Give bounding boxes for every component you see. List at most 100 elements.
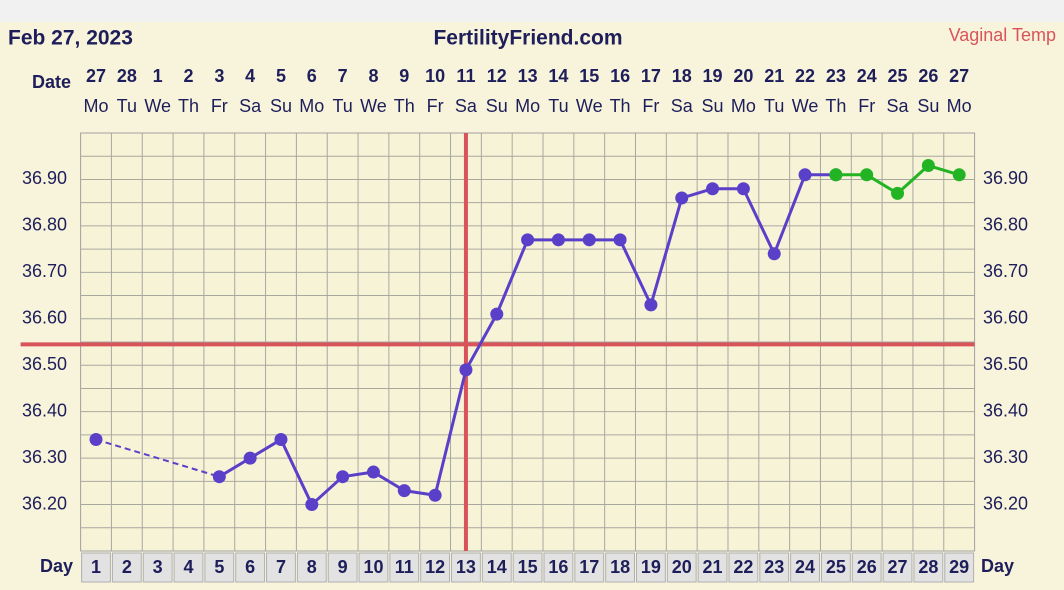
temp-point <box>305 498 319 512</box>
day-cell <box>635 552 666 583</box>
day-cell <box>512 552 543 583</box>
day-cell <box>543 552 574 583</box>
temp-point <box>736 182 750 196</box>
temp-point <box>675 191 689 205</box>
temp-point <box>706 182 720 196</box>
day-number: 13 <box>456 557 476 577</box>
weekday-label: We <box>360 96 387 116</box>
day-cell <box>481 552 512 583</box>
date-label: 14 <box>548 66 568 86</box>
date-label: 15 <box>579 66 599 86</box>
weekday-label: Tu <box>548 96 568 116</box>
day-number: 8 <box>307 557 317 577</box>
day-cell <box>451 552 481 583</box>
day-cell <box>296 552 327 583</box>
date-label: 16 <box>610 66 630 86</box>
y-tick-label: 36.50 <box>22 354 67 374</box>
day-cell <box>111 552 142 583</box>
y-tick-label: 36.70 <box>22 261 67 281</box>
temp-point <box>829 168 843 182</box>
date-label: 3 <box>214 66 224 86</box>
day-number: 22 <box>733 557 753 577</box>
day-cell <box>327 552 358 583</box>
day-number: 1 <box>91 557 101 577</box>
day-number: 9 <box>338 557 348 577</box>
day-cell <box>81 552 111 583</box>
y-tick-label-right: 36.60 <box>983 308 1028 328</box>
day-number: 10 <box>363 557 383 577</box>
day-number: 29 <box>949 557 969 577</box>
weekday-label: Sa <box>671 96 694 116</box>
date-label: 8 <box>368 66 378 86</box>
y-tick-label-right: 36.20 <box>983 493 1028 513</box>
temp-point <box>459 363 473 377</box>
y-tick-label: 36.90 <box>22 168 67 188</box>
date-label: 2 <box>183 66 193 86</box>
weekday-label: Mo <box>84 96 109 116</box>
y-tick-label-right: 36.30 <box>983 447 1028 467</box>
day-number: 4 <box>183 557 193 577</box>
weekday-label: Sa <box>239 96 262 116</box>
y-tick-label-right: 36.40 <box>983 400 1028 420</box>
day-number: 5 <box>214 557 224 577</box>
day-cell <box>266 552 296 583</box>
temp-point <box>366 465 380 479</box>
day-number: 23 <box>764 557 784 577</box>
day-cell <box>820 552 851 583</box>
day-number: 17 <box>579 557 599 577</box>
day-cell <box>574 552 605 583</box>
temp-point <box>613 233 627 247</box>
temp-point <box>860 168 874 182</box>
weekday-label: Th <box>610 96 631 116</box>
date-label: 19 <box>703 66 723 86</box>
day-cell <box>605 552 635 583</box>
weekday-label: Mo <box>947 96 972 116</box>
top-bar <box>0 0 1064 22</box>
y-tick-label: 36.80 <box>22 215 67 235</box>
day-cell <box>882 552 913 583</box>
date-label: 21 <box>764 66 784 86</box>
y-tick-label-right: 36.50 <box>983 354 1028 374</box>
y-tick-label: 36.60 <box>22 308 67 328</box>
weekday-label: Tu <box>117 96 137 116</box>
weekday-label: Fr <box>858 96 875 116</box>
day-cell <box>173 552 204 583</box>
date-label: 27 <box>86 66 106 86</box>
day-number: 11 <box>395 557 414 577</box>
day-cell <box>697 552 728 583</box>
day-cell <box>204 552 235 583</box>
day-number: 14 <box>487 557 507 577</box>
weekday-label: Su <box>702 96 724 116</box>
weekday-label: Tu <box>332 96 352 116</box>
weekday-label: We <box>792 96 819 116</box>
day-cell <box>851 552 882 583</box>
temp-point <box>798 168 812 182</box>
day-number: 27 <box>888 557 908 577</box>
day-number: 24 <box>795 557 815 577</box>
day-cell <box>235 552 266 583</box>
date-label: 5 <box>276 66 286 86</box>
date-label: 20 <box>733 66 753 86</box>
day-cell <box>420 552 451 583</box>
temp-point <box>767 247 781 261</box>
weekday-label: Th <box>394 96 415 116</box>
weekday-label: Th <box>825 96 846 116</box>
weekday-label: Fr <box>211 96 228 116</box>
chart-subtitle: Vaginal Temp <box>949 25 1056 45</box>
temp-point <box>921 159 935 173</box>
date-label: 9 <box>399 66 409 86</box>
weekday-label: Mo <box>731 96 756 116</box>
date-label: 6 <box>307 66 317 86</box>
day-cell <box>728 552 759 583</box>
gap-connector <box>95 438 220 478</box>
temp-point <box>274 433 288 447</box>
day-cell <box>358 552 389 583</box>
y-tick-label-right: 36.90 <box>983 168 1028 188</box>
y-tick-label: 36.30 <box>22 447 67 467</box>
day-cell <box>759 552 790 583</box>
date-label: 18 <box>672 66 692 86</box>
temp-point <box>428 488 442 502</box>
day-number: 12 <box>425 557 445 577</box>
day-number: 15 <box>518 557 538 577</box>
